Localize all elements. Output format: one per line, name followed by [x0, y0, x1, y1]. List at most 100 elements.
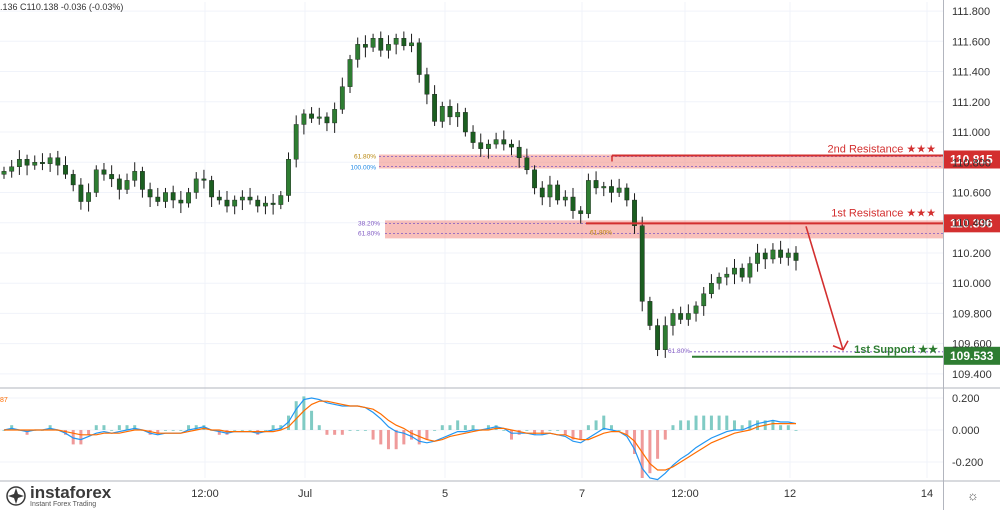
macd-histogram-bar	[179, 430, 183, 431]
candle-body	[732, 267, 737, 275]
candle	[662, 316, 668, 358]
candle	[555, 180, 561, 205]
macd-histogram-bar	[87, 430, 91, 435]
candle-body	[632, 199, 637, 226]
x-tick-label: 7	[579, 488, 585, 500]
candle	[539, 181, 545, 206]
macd-histogram-bar	[156, 430, 160, 435]
candle-body	[470, 131, 476, 143]
candle	[516, 140, 522, 168]
candle	[678, 306, 684, 325]
macd-histogram-bar	[194, 425, 198, 430]
candle-body	[624, 187, 630, 201]
macd-histogram-bar	[756, 420, 760, 430]
candle	[86, 183, 91, 212]
candle-body	[270, 202, 276, 205]
candle-body	[347, 59, 353, 87]
candle	[455, 103, 461, 127]
macd-histogram-bar	[533, 430, 537, 435]
candle	[124, 173, 130, 194]
settings-icon[interactable]: ☼	[967, 488, 979, 503]
candle	[109, 165, 115, 188]
candle	[70, 169, 76, 192]
candle	[224, 190, 230, 213]
candle	[562, 190, 568, 207]
candle	[793, 246, 799, 271]
y-tick-label: 110.600	[952, 187, 991, 199]
candle	[493, 132, 499, 149]
forecast-arrowhead	[832, 340, 849, 351]
candle-body	[678, 313, 684, 320]
candle	[701, 286, 707, 316]
candle-body	[63, 165, 68, 175]
candle	[785, 248, 791, 266]
macd-histogram-bar	[486, 425, 490, 430]
macd-histogram-bar	[540, 430, 544, 435]
resistance-2-zone	[379, 154, 943, 169]
candle-body	[316, 116, 322, 119]
macd-histogram-bar	[240, 430, 244, 431]
macd-histogram-bar	[494, 425, 498, 430]
macd-histogram-bar	[263, 430, 267, 431]
candle-body	[293, 124, 299, 160]
candle-body	[378, 38, 384, 51]
y-tick-label: 111.400	[952, 67, 990, 79]
candle-body	[386, 44, 391, 51]
candle	[462, 107, 468, 137]
candle	[470, 125, 476, 149]
candle-body	[40, 162, 45, 164]
macd-label: 87	[0, 397, 8, 404]
macd-histogram-bar	[771, 420, 775, 430]
candle	[770, 243, 776, 264]
macd-histogram-bar	[556, 430, 560, 431]
candle	[116, 174, 122, 200]
macd-histogram-bar	[702, 415, 706, 430]
candle	[439, 101, 445, 128]
candle-body	[778, 249, 784, 258]
candle-body	[70, 174, 76, 186]
candle-body	[585, 180, 591, 214]
candle	[170, 185, 176, 209]
candle	[378, 31, 384, 57]
candle-body	[401, 38, 407, 47]
candle	[578, 206, 584, 224]
support-1-label: 1st Support ★★	[854, 344, 938, 356]
candle	[270, 194, 276, 215]
candle-body	[55, 157, 61, 166]
candle	[1, 166, 7, 179]
macd-histogram-bar	[394, 430, 398, 450]
candle-body	[232, 199, 238, 207]
macd-histogram-bar	[740, 425, 744, 430]
macd-histogram-bar	[602, 415, 606, 430]
logo-icon	[6, 486, 26, 506]
candle	[232, 195, 238, 215]
candle-body	[24, 159, 30, 166]
macd-histogram-bar	[340, 430, 344, 435]
fib-label: 100.00%	[350, 164, 376, 171]
candle	[301, 109, 307, 135]
candle-body	[178, 199, 184, 204]
macd-histogram-bar	[217, 430, 221, 435]
candle-body	[247, 196, 253, 201]
resistance-1-price-tag: 110.396	[950, 216, 993, 230]
candle	[324, 112, 330, 132]
candle-body	[739, 267, 745, 278]
candle-body	[532, 169, 537, 189]
y-tick-label: 110.200	[952, 248, 991, 260]
resistance-2-price-tag: 110.815	[950, 152, 993, 166]
fib-label: 61.80%	[358, 230, 380, 237]
macd-histogram-bar	[310, 410, 314, 430]
candle	[16, 150, 22, 175]
macd-histogram-bar	[456, 420, 460, 430]
candle-body	[9, 166, 15, 172]
candle	[432, 85, 438, 126]
candle	[716, 272, 722, 290]
macd-histogram-bar	[609, 425, 613, 430]
macd-histogram-bar	[279, 425, 283, 430]
candle-body	[693, 305, 699, 314]
forecast-arrow	[805, 226, 844, 351]
macd-histogram-bar	[271, 425, 275, 430]
candle-body	[439, 106, 445, 122]
